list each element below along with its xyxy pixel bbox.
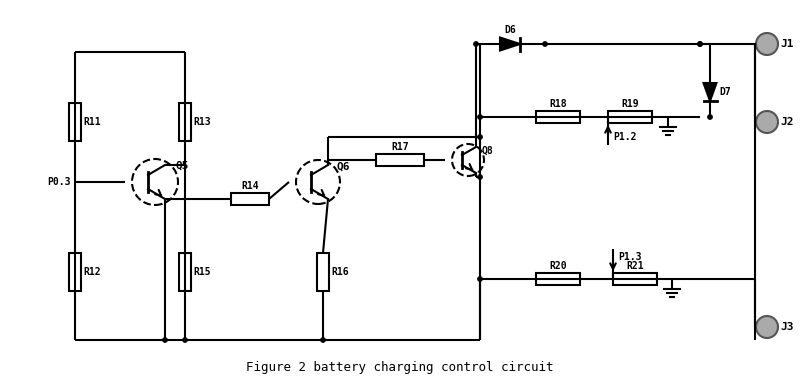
Circle shape bbox=[473, 42, 478, 47]
Bar bbox=[536, 111, 580, 123]
Bar bbox=[179, 253, 191, 291]
Text: J1: J1 bbox=[780, 39, 794, 49]
Text: R20: R20 bbox=[549, 261, 567, 271]
Circle shape bbox=[542, 42, 548, 47]
Bar bbox=[376, 154, 424, 166]
Circle shape bbox=[698, 42, 702, 47]
Text: R19: R19 bbox=[622, 99, 639, 109]
Text: J2: J2 bbox=[780, 117, 794, 127]
Bar bbox=[231, 193, 269, 205]
Text: D6: D6 bbox=[504, 24, 516, 34]
Circle shape bbox=[756, 111, 778, 133]
Text: R21: R21 bbox=[626, 261, 644, 271]
Text: R15: R15 bbox=[193, 267, 211, 277]
Circle shape bbox=[477, 115, 482, 120]
Circle shape bbox=[756, 33, 778, 55]
Circle shape bbox=[756, 316, 778, 338]
Bar bbox=[536, 273, 580, 285]
Circle shape bbox=[707, 115, 713, 120]
Text: P1.2: P1.2 bbox=[613, 132, 637, 142]
Text: R11: R11 bbox=[83, 117, 101, 127]
Circle shape bbox=[320, 338, 325, 343]
Bar bbox=[317, 253, 329, 291]
Text: P0.3: P0.3 bbox=[47, 177, 71, 187]
Bar bbox=[179, 103, 191, 141]
Circle shape bbox=[477, 134, 482, 139]
Text: P1.3: P1.3 bbox=[618, 252, 642, 262]
Circle shape bbox=[477, 277, 482, 282]
Polygon shape bbox=[703, 83, 717, 101]
Polygon shape bbox=[500, 37, 520, 50]
Text: R16: R16 bbox=[331, 267, 348, 277]
Bar bbox=[613, 273, 657, 285]
Text: R17: R17 bbox=[391, 142, 409, 152]
Bar bbox=[608, 111, 652, 123]
Text: R12: R12 bbox=[83, 267, 101, 277]
Bar bbox=[69, 103, 81, 141]
Text: D7: D7 bbox=[719, 87, 731, 97]
Text: Q6: Q6 bbox=[336, 162, 349, 172]
Circle shape bbox=[477, 175, 482, 180]
Text: R14: R14 bbox=[241, 181, 259, 191]
Bar bbox=[69, 253, 81, 291]
Circle shape bbox=[698, 42, 702, 47]
Text: Figure 2 battery charging control circuit: Figure 2 battery charging control circui… bbox=[246, 361, 553, 374]
Text: R13: R13 bbox=[193, 117, 211, 127]
Text: R18: R18 bbox=[549, 99, 567, 109]
Text: Q5: Q5 bbox=[175, 161, 188, 171]
Text: Q8: Q8 bbox=[482, 146, 493, 156]
Circle shape bbox=[183, 338, 187, 343]
Text: J3: J3 bbox=[780, 322, 794, 332]
Circle shape bbox=[163, 338, 167, 343]
